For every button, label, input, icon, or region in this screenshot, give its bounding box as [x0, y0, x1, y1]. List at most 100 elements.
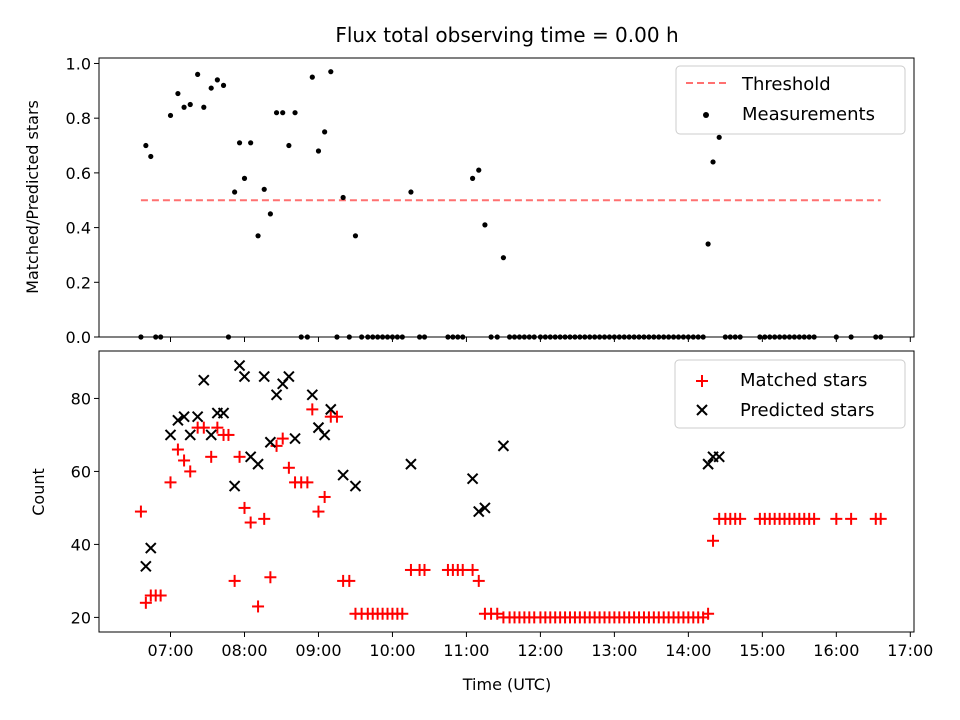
measurement-point — [482, 222, 488, 228]
predicted-star-point — [497, 440, 510, 452]
measurement-point — [241, 175, 248, 181]
bottom-axes-frame — [98, 350, 915, 633]
measurement-point — [273, 110, 280, 116]
bottom-x-tick-label: 10:00 — [369, 641, 415, 660]
measurement-point — [309, 74, 315, 80]
predicted-star-point — [473, 505, 485, 518]
predicted-star-point — [228, 480, 241, 492]
measurement-point — [408, 189, 414, 195]
bottom-x-tick-label: 17:00 — [887, 641, 933, 660]
matched-star-point — [808, 512, 821, 525]
predicted-star-point — [258, 370, 270, 383]
bottom-y-axis-label: Count — [29, 468, 48, 516]
bottom-x-tick-label: 09:00 — [295, 641, 341, 660]
matched-star-point — [301, 476, 314, 489]
bottom-legend: Matched stars Predicted stars — [674, 359, 906, 429]
measurement-point — [232, 189, 238, 195]
measurement-point — [181, 104, 187, 110]
matched-star-point — [845, 512, 858, 525]
matched-star-point — [282, 461, 295, 474]
top-legend-box — [675, 65, 906, 135]
predicted-star-point — [337, 469, 349, 481]
measurement-point — [187, 101, 193, 108]
predicted-star-point — [238, 370, 251, 383]
predicted-star-point — [172, 414, 184, 427]
predicted-star-point — [713, 451, 725, 463]
matched-star-point — [244, 516, 257, 529]
chart-title: Flux total observing time = 0.00 h — [335, 23, 678, 47]
matched-star-point — [205, 450, 218, 463]
bottom-y-ticks: 20 40 60 80 — [71, 389, 99, 627]
measurement-point — [352, 233, 359, 239]
predicted-star-point — [145, 542, 157, 554]
measurement-point — [500, 255, 507, 261]
measurement-point — [214, 77, 220, 83]
bottom-y-tick-label: 60 — [71, 462, 91, 481]
predicted-star-point — [198, 374, 210, 386]
matched-star-point — [418, 563, 431, 576]
matched-star-point — [171, 443, 184, 456]
measurement-point — [340, 194, 346, 201]
top-y-tick-label: 0.8 — [66, 109, 91, 128]
matched-legend-handle — [696, 375, 708, 387]
bottom-x-ticks: 07:00 08:00 09:00 10:00 11:00 12:00 13:00 14:00… — [147, 632, 933, 660]
measurement-point — [148, 153, 154, 160]
predicted-star-point — [283, 370, 295, 383]
top-y-tick-label: 0.6 — [66, 164, 91, 183]
bottom-x-tick-label: 08:00 — [221, 641, 267, 660]
bottom-x-tick-label: 12:00 — [517, 641, 563, 660]
measurement-point — [167, 112, 174, 119]
matched-star-point — [466, 563, 479, 576]
measurement-point — [280, 110, 286, 116]
predicted-star-point — [306, 389, 319, 401]
measurement-point — [261, 186, 267, 192]
predicted-star-point — [164, 429, 177, 441]
top-x-ticks — [170, 337, 911, 342]
predicted-star-point — [702, 458, 714, 470]
bottom-x-tick-label: 07:00 — [147, 641, 193, 660]
matched-star-point — [472, 574, 485, 587]
matched-star-point — [306, 403, 319, 416]
predicted-star-point — [479, 502, 491, 514]
measurement-point — [322, 129, 328, 135]
bottom-x-tick-label: 11:00 — [443, 641, 489, 660]
measurement-point — [208, 85, 214, 91]
measurement-point — [195, 71, 201, 78]
measurement-point — [248, 140, 254, 146]
measurement-point — [267, 211, 273, 217]
predicted-star-point — [140, 560, 152, 573]
top-y-ticks: 0.0 0.2 0.4 0.6 0.8 1.0 — [66, 54, 99, 347]
measurement-point — [315, 148, 322, 154]
predicted-legend-handle — [696, 404, 708, 416]
predicted-star-point — [205, 429, 217, 441]
matched-star-point — [343, 574, 356, 587]
predicted-star-point — [349, 480, 362, 492]
matched-star-point — [734, 512, 747, 525]
predicted-star-point — [264, 436, 277, 448]
predicted-star-point — [178, 410, 190, 423]
matched-star-point — [164, 476, 177, 489]
bottom-y-tick-label: 40 — [71, 535, 91, 554]
measurement-point — [469, 175, 476, 181]
top-y-tick-label: 0.4 — [66, 219, 91, 238]
bottom-y-tick-label: 20 — [71, 608, 91, 627]
matched-star-point — [318, 490, 331, 503]
matched-star-point — [238, 501, 251, 514]
measurement-point — [716, 134, 722, 140]
matched-star-point — [211, 421, 224, 434]
matched-star-point — [491, 607, 504, 620]
threshold-legend-label: Threshold — [741, 74, 831, 95]
predicted-star-point — [405, 458, 417, 470]
x-axis-label: Time (UTC) — [462, 675, 551, 694]
matched-star-point — [252, 600, 265, 613]
predicted-star-point — [270, 389, 283, 401]
measurements-legend-label: Measurements — [742, 104, 875, 125]
matched-star-point — [228, 574, 241, 587]
matched-star-point — [276, 432, 289, 445]
predicted-star-point — [217, 407, 230, 419]
matched-star-point — [312, 505, 325, 518]
top-y-tick-label: 0.2 — [66, 273, 91, 292]
measurements-legend-handle — [703, 112, 709, 118]
matched-star-point — [270, 439, 283, 452]
matched-legend-label: Matched stars — [740, 370, 867, 391]
